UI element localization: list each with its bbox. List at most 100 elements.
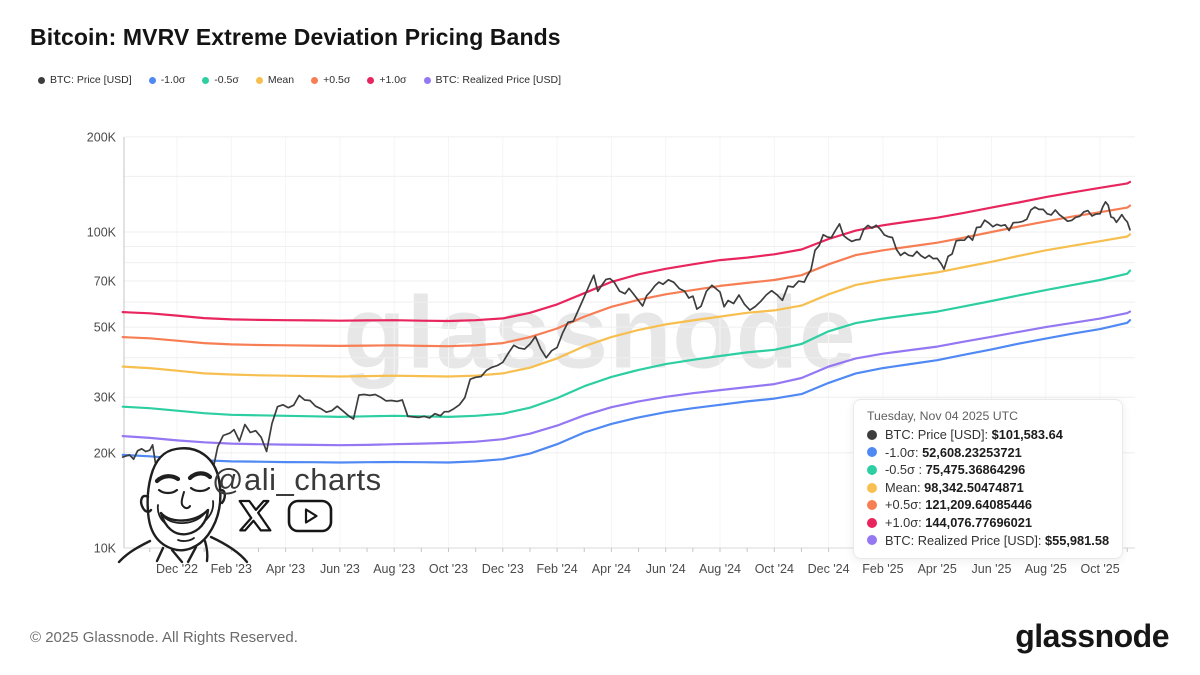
tooltip-row-1: -1.0σ: 52,608.23253721 xyxy=(867,444,1109,462)
glassnode-logo: glassnode xyxy=(1015,618,1169,654)
tooltip-value: $55,981.58 xyxy=(1045,532,1110,548)
tooltip-date: Tuesday, Nov 04 2025 UTC xyxy=(867,409,1019,423)
series-line-minus-05sigma xyxy=(121,269,1132,418)
tooltip-value: 98,342.50474871 xyxy=(924,479,1024,495)
face-eye-left xyxy=(157,488,179,495)
tooltip-label: +1.0σ: 144,076.77696021 xyxy=(885,514,1033,530)
tooltip-row-3: Mean: 98,342.50474871 xyxy=(867,479,1109,497)
x-tick-label: Aug '23 xyxy=(373,562,415,576)
tooltip-label: Mean: 98,342.50474871 xyxy=(885,479,1024,495)
y-tick-label: 200K xyxy=(87,130,117,144)
y-tick-label: 70K xyxy=(94,274,117,288)
face-chin xyxy=(177,537,195,542)
legend-label: Mean xyxy=(267,74,295,86)
attribution-icons xyxy=(236,498,333,534)
tooltip-value: 121,209.64085446 xyxy=(925,497,1033,513)
tooltip-dot xyxy=(867,464,877,475)
x-tick-label: Oct '23 xyxy=(429,562,468,576)
x-tick-label: Feb '25 xyxy=(862,562,903,576)
tooltip-rows: BTC: Price [USD]: $101,583.64 -1.0σ: 52,6… xyxy=(867,426,1109,549)
series-line-price xyxy=(121,201,1131,484)
face-ear-left xyxy=(140,494,153,513)
face-eye-right xyxy=(189,486,211,493)
x-icon xyxy=(238,499,272,532)
legend-item-realized-price[interactable]: BTC: Realized Price [USD] xyxy=(423,74,561,86)
tooltip-value: 144,076.77696021 xyxy=(925,514,1033,530)
y-tick-label: 100K xyxy=(87,226,117,240)
page-title: Bitcoin: MVRV Extreme Deviation Pricing … xyxy=(30,24,561,50)
x-tick-label: Feb '23 xyxy=(211,562,252,576)
face-shoulder-right xyxy=(209,535,249,564)
legend-item-mean[interactable]: Mean xyxy=(255,74,295,86)
x-tick-label: Jun '25 xyxy=(972,562,1012,576)
x-tick-label: Dec '23 xyxy=(482,562,524,576)
legend-label: BTC: Price [USD] xyxy=(50,74,132,86)
chart-tooltip: Tuesday, Nov 04 2025 UTC BTC: Price [USD… xyxy=(853,399,1124,560)
x-tick-label: Feb '24 xyxy=(536,562,577,576)
axis-labels: 10K 20K 30K 50K 70K 100K 200K Dec '22 Feb '23 Apr… xyxy=(87,130,1120,576)
face-collar-v xyxy=(170,545,198,564)
tooltip-label: BTC: Realized Price [USD]: $55,981.58 xyxy=(885,532,1110,548)
x-tick-label: Dec '24 xyxy=(808,562,850,576)
footer-copyright: © 2025 Glassnode. All Rights Reserved. xyxy=(30,629,298,646)
x-tick-label: Apr '24 xyxy=(592,562,631,576)
y-tick-label: 20K xyxy=(94,446,117,460)
legend-label: -0.5σ xyxy=(214,74,239,86)
y-tick-label: 10K xyxy=(94,542,117,556)
tooltip-value: 75,475.36864296 xyxy=(925,462,1026,478)
legend-item-plus-1sigma[interactable]: +1.0σ xyxy=(367,74,407,86)
legend-label: +0.5σ xyxy=(323,74,351,86)
glassnode-watermark: glassnode xyxy=(343,275,857,390)
x-tick-label: Aug '24 xyxy=(699,562,741,576)
tooltip-row-2: -0.5σ : 75,475.36864296 xyxy=(867,461,1109,479)
legend-dot-plus-05sigma xyxy=(311,76,319,84)
x-tick-label: Jun '24 xyxy=(646,562,686,576)
x-tick-label: Jun '23 xyxy=(320,562,360,576)
face-nose xyxy=(180,491,191,510)
face-teeth-line xyxy=(163,513,205,524)
legend-dot-plus-1sigma xyxy=(367,76,375,84)
x-tick-label: Dec '22 xyxy=(156,562,198,576)
tooltip-dot xyxy=(867,447,877,458)
tooltip-dot xyxy=(867,500,877,511)
tooltip-row-5: +1.0σ: 144,076.77696021 xyxy=(867,514,1109,532)
legend-dot-mean xyxy=(255,76,263,84)
face-shoulder-left xyxy=(117,539,152,564)
series-line-plus-1sigma xyxy=(121,180,1132,323)
tooltip-row-4: +0.5σ: 121,209.64085446 xyxy=(867,496,1109,514)
tooltip-row-6: BTC: Realized Price [USD]: $55,981.58 xyxy=(867,532,1109,550)
tooltip-label: +0.5σ: 121,209.64085446 xyxy=(885,497,1033,513)
legend-item-plus-05sigma[interactable]: +0.5σ xyxy=(311,74,350,86)
x-tick-label: Apr '25 xyxy=(918,562,957,576)
tooltip-dot xyxy=(867,517,877,528)
legend-label: +1.0σ xyxy=(379,74,407,86)
face-brow-right xyxy=(187,471,213,481)
face-brow-left xyxy=(154,474,181,484)
legend-label: BTC: Realized Price [USD] xyxy=(435,74,561,86)
series-line-realized-price xyxy=(121,310,1132,447)
tooltip-label: -0.5σ : 75,475.36864296 xyxy=(885,462,1026,478)
legend-dot-minus-1sigma xyxy=(148,76,156,84)
legend-dot-realized-price xyxy=(423,76,431,84)
tooltip-dot xyxy=(867,429,877,440)
tooltip-value: 52,608.23253721 xyxy=(922,444,1022,460)
legend-dot-price xyxy=(38,76,45,84)
x-tick-label: Apr '23 xyxy=(266,562,305,576)
legend-item-price[interactable]: BTC: Price [USD] xyxy=(38,74,132,86)
x-tick-label: Aug '25 xyxy=(1025,562,1067,576)
legend-dot-minus-05sigma xyxy=(202,76,210,84)
tooltip-dot xyxy=(867,535,877,546)
tooltip-label: -1.0σ: 52,608.23253721 xyxy=(885,444,1022,460)
face-ear-right xyxy=(217,488,227,505)
legend-item-minus-05sigma[interactable]: -0.5σ xyxy=(202,74,239,86)
y-tick-label: 30K xyxy=(94,391,117,405)
tooltip-dot xyxy=(867,482,877,493)
x-tick-label: Oct '24 xyxy=(755,562,794,576)
tooltip-label: BTC: Price [USD]: $101,583.64 xyxy=(885,427,1063,442)
legend-label: -1.0σ xyxy=(160,74,186,86)
attribution-handle: @ali_charts xyxy=(212,462,382,497)
legend-item-minus-1sigma[interactable]: -1.0σ xyxy=(148,74,186,86)
